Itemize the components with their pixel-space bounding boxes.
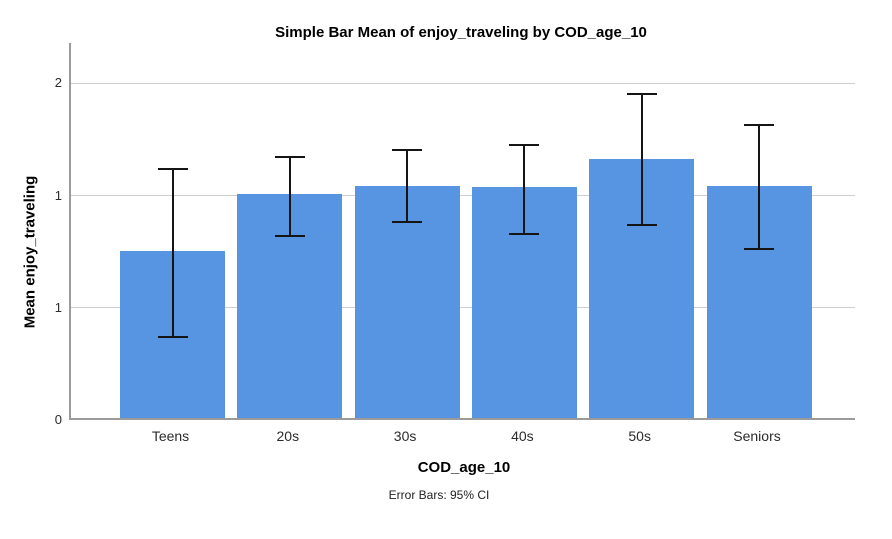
y-tick-label: 1 bbox=[54, 187, 62, 203]
plot-area bbox=[69, 43, 855, 420]
chart-title: Simple Bar Mean of enjoy_traveling by CO… bbox=[275, 24, 647, 41]
y-tick-label: 1 bbox=[54, 299, 62, 315]
error-bar-stem bbox=[288, 155, 291, 237]
x-tick-label-teens: Teens bbox=[151, 428, 190, 444]
error-bar-cap-top bbox=[274, 155, 305, 158]
error-bar-stem bbox=[640, 93, 643, 227]
error-bar-cap-top bbox=[509, 143, 540, 146]
error-bar-cap-top bbox=[157, 167, 188, 170]
bar-30s bbox=[354, 185, 460, 418]
error-bar-stem bbox=[758, 123, 760, 250]
x-axis-title: COD_age_10 bbox=[417, 459, 511, 476]
error-bar-cap-bottom bbox=[509, 232, 540, 235]
y-gridline bbox=[71, 307, 855, 309]
error-bar-stem bbox=[171, 167, 174, 338]
error-bar-cap-bottom bbox=[392, 221, 423, 224]
x-tick-label-20s: 20s bbox=[276, 428, 300, 444]
error-bar-cap-top bbox=[392, 149, 423, 152]
error-bar-cap-top bbox=[626, 93, 657, 96]
x-tick-label-50s: 50s bbox=[628, 428, 651, 444]
error-bar-stem bbox=[523, 143, 526, 235]
chart-footnote: Error Bars: 95% CI bbox=[388, 488, 490, 502]
error-bar-cap-bottom bbox=[157, 335, 188, 338]
y-gridline bbox=[71, 195, 855, 197]
error-bar-stem bbox=[406, 149, 409, 224]
y-gridline bbox=[71, 82, 855, 84]
y-tick-label: 2 bbox=[54, 75, 62, 91]
error-bar-cap-bottom bbox=[274, 234, 305, 237]
x-tick-label-40s: 40s bbox=[511, 428, 534, 444]
x-tick-label-30s: 30s bbox=[393, 428, 417, 444]
error-bar-cap-bottom bbox=[744, 248, 774, 250]
error-bar-cap-top bbox=[744, 123, 774, 126]
error-bar-cap-bottom bbox=[626, 224, 657, 227]
y-tick-label: 0 bbox=[54, 412, 62, 427]
x-tick-label-seniors: Seniors bbox=[733, 428, 781, 444]
